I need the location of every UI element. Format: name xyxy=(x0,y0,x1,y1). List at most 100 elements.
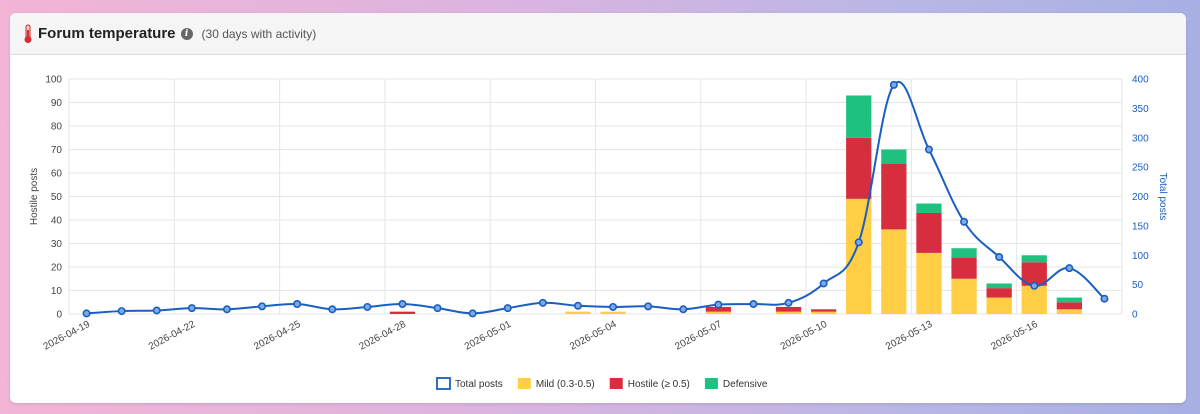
legend-defensive-label: Defensive xyxy=(723,379,768,390)
legend-hostile-swatch xyxy=(609,378,623,389)
y2-tick-label: 150 xyxy=(1132,221,1149,232)
bar-mild xyxy=(775,311,802,314)
forum-temperature-chart: 0 10 20 30 40 50 60 70 80 90 100 0 50 100 150 200 250 300… xyxy=(29,75,1168,391)
bar-mild xyxy=(705,311,731,314)
bar-defensive xyxy=(881,149,907,164)
total-posts-point xyxy=(573,301,582,310)
total-posts-point xyxy=(784,298,793,307)
bar-mild xyxy=(1021,285,1047,314)
total-posts-points xyxy=(82,80,1109,318)
total-posts-point xyxy=(644,302,653,311)
y2-tick-label: 300 xyxy=(1132,133,1149,144)
legend-mild-label: Mild (0.3-0.5) xyxy=(536,379,595,390)
legend-total-posts-label: Total posts xyxy=(455,379,503,390)
y2-tick-label: 200 xyxy=(1132,192,1149,203)
total-posts-point xyxy=(819,279,828,288)
y2-tick-label: 0 xyxy=(1132,310,1138,321)
total-posts-point xyxy=(222,305,231,314)
bar-mild xyxy=(565,311,591,314)
y2-tick-label: 400 xyxy=(1132,75,1149,86)
bars xyxy=(389,95,1082,314)
bar-hostile xyxy=(811,309,837,312)
bar-hostile xyxy=(705,306,731,312)
total-posts-point xyxy=(328,305,337,314)
x-tick-label: 2026-05-13 xyxy=(884,319,935,353)
bar-hostile xyxy=(986,288,1012,298)
y-tick-label: 0 xyxy=(56,310,62,321)
bar-hostile xyxy=(846,137,872,199)
total-posts-point xyxy=(924,145,933,154)
total-posts-point xyxy=(363,302,372,311)
bar-hostile xyxy=(916,212,942,253)
total-posts-point xyxy=(468,309,477,318)
total-posts-point xyxy=(1065,264,1074,273)
total-posts-point xyxy=(889,80,898,89)
bar-mild xyxy=(881,229,907,314)
card-header: Forum temperature i (30 days with activi… xyxy=(10,13,1186,55)
y2-tick-label: 250 xyxy=(1132,163,1149,174)
thermometer-icon xyxy=(24,24,32,43)
bar-hostile xyxy=(1021,262,1047,286)
total-posts-point xyxy=(679,305,688,314)
y2-tick-label: 350 xyxy=(1132,104,1149,115)
y-tick-label: 40 xyxy=(51,216,63,227)
x-tick-label: 2026-04-25 xyxy=(252,319,303,353)
bar-defensive xyxy=(916,203,942,213)
legend: Total posts Mild (0.3-0.5) Hostile (≥ 0.5)… xyxy=(436,377,768,390)
y2-tick-label: 100 xyxy=(1132,251,1149,262)
total-posts-point xyxy=(293,300,302,309)
total-posts-point xyxy=(960,217,969,226)
y-tick-label: 20 xyxy=(51,263,63,274)
total-posts-point xyxy=(398,300,407,309)
bar-mild xyxy=(916,252,942,314)
forum-temperature-card: Forum temperature i (30 days with activi… xyxy=(10,13,1186,403)
total-posts-point xyxy=(503,304,512,313)
total-posts-point xyxy=(187,304,196,313)
y-tick-label: 90 xyxy=(51,98,63,109)
chart-title: Forum temperature xyxy=(38,25,176,42)
legend-total-posts-swatch xyxy=(436,377,451,390)
total-posts-point xyxy=(538,298,547,307)
y2-axis-label: Total posts xyxy=(1157,173,1168,221)
y-tick-label: 60 xyxy=(51,169,63,180)
x-tick-label: 2026-05-16 xyxy=(989,319,1040,353)
x-tick-label: 2026-05-07 xyxy=(673,319,724,353)
y-tick-label: 50 xyxy=(51,192,63,203)
total-posts-point xyxy=(714,300,723,309)
y2-tick-label: 50 xyxy=(1132,280,1144,291)
bar-mild xyxy=(600,311,626,314)
bar-hostile xyxy=(389,311,416,314)
bar-defensive xyxy=(951,248,977,258)
bar-defensive xyxy=(846,95,872,138)
x-tick-label: 2026-04-28 xyxy=(358,319,409,353)
bar-hostile xyxy=(881,163,907,230)
bar-defensive xyxy=(986,283,1012,289)
bar-defensive xyxy=(1021,255,1047,263)
total-posts-point xyxy=(854,238,863,247)
x-tick-label: 2026-05-01 xyxy=(463,319,514,353)
total-posts-point xyxy=(258,302,267,311)
legend-mild-swatch xyxy=(517,378,531,389)
legend-hostile-label: Hostile (≥ 0.5) xyxy=(628,379,690,390)
y-axis-label: Hostile posts xyxy=(29,168,40,225)
total-posts-point xyxy=(1100,294,1109,303)
y-tick-label: 30 xyxy=(51,239,63,250)
x-tick-label: 2026-05-04 xyxy=(568,319,619,353)
total-posts-point xyxy=(609,302,618,311)
bar-mild xyxy=(951,278,977,314)
bar-hostile xyxy=(775,306,802,312)
total-posts-point xyxy=(749,300,758,309)
y-tick-label: 100 xyxy=(45,75,62,86)
bar-defensive xyxy=(1056,297,1082,303)
bar-mild xyxy=(846,198,872,314)
bar-mild xyxy=(986,297,1012,314)
info-icon[interactable]: i xyxy=(180,27,193,40)
total-posts-point xyxy=(152,306,161,315)
grid-lines xyxy=(68,78,1123,315)
bar-mild xyxy=(1056,309,1082,314)
x-tick-label: 2026-04-19 xyxy=(42,319,93,353)
bar-hostile xyxy=(1056,302,1082,310)
y-tick-label: 80 xyxy=(51,122,63,133)
y-tick-label: 10 xyxy=(51,286,63,297)
x-tick-label: 2026-05-10 xyxy=(779,319,830,353)
